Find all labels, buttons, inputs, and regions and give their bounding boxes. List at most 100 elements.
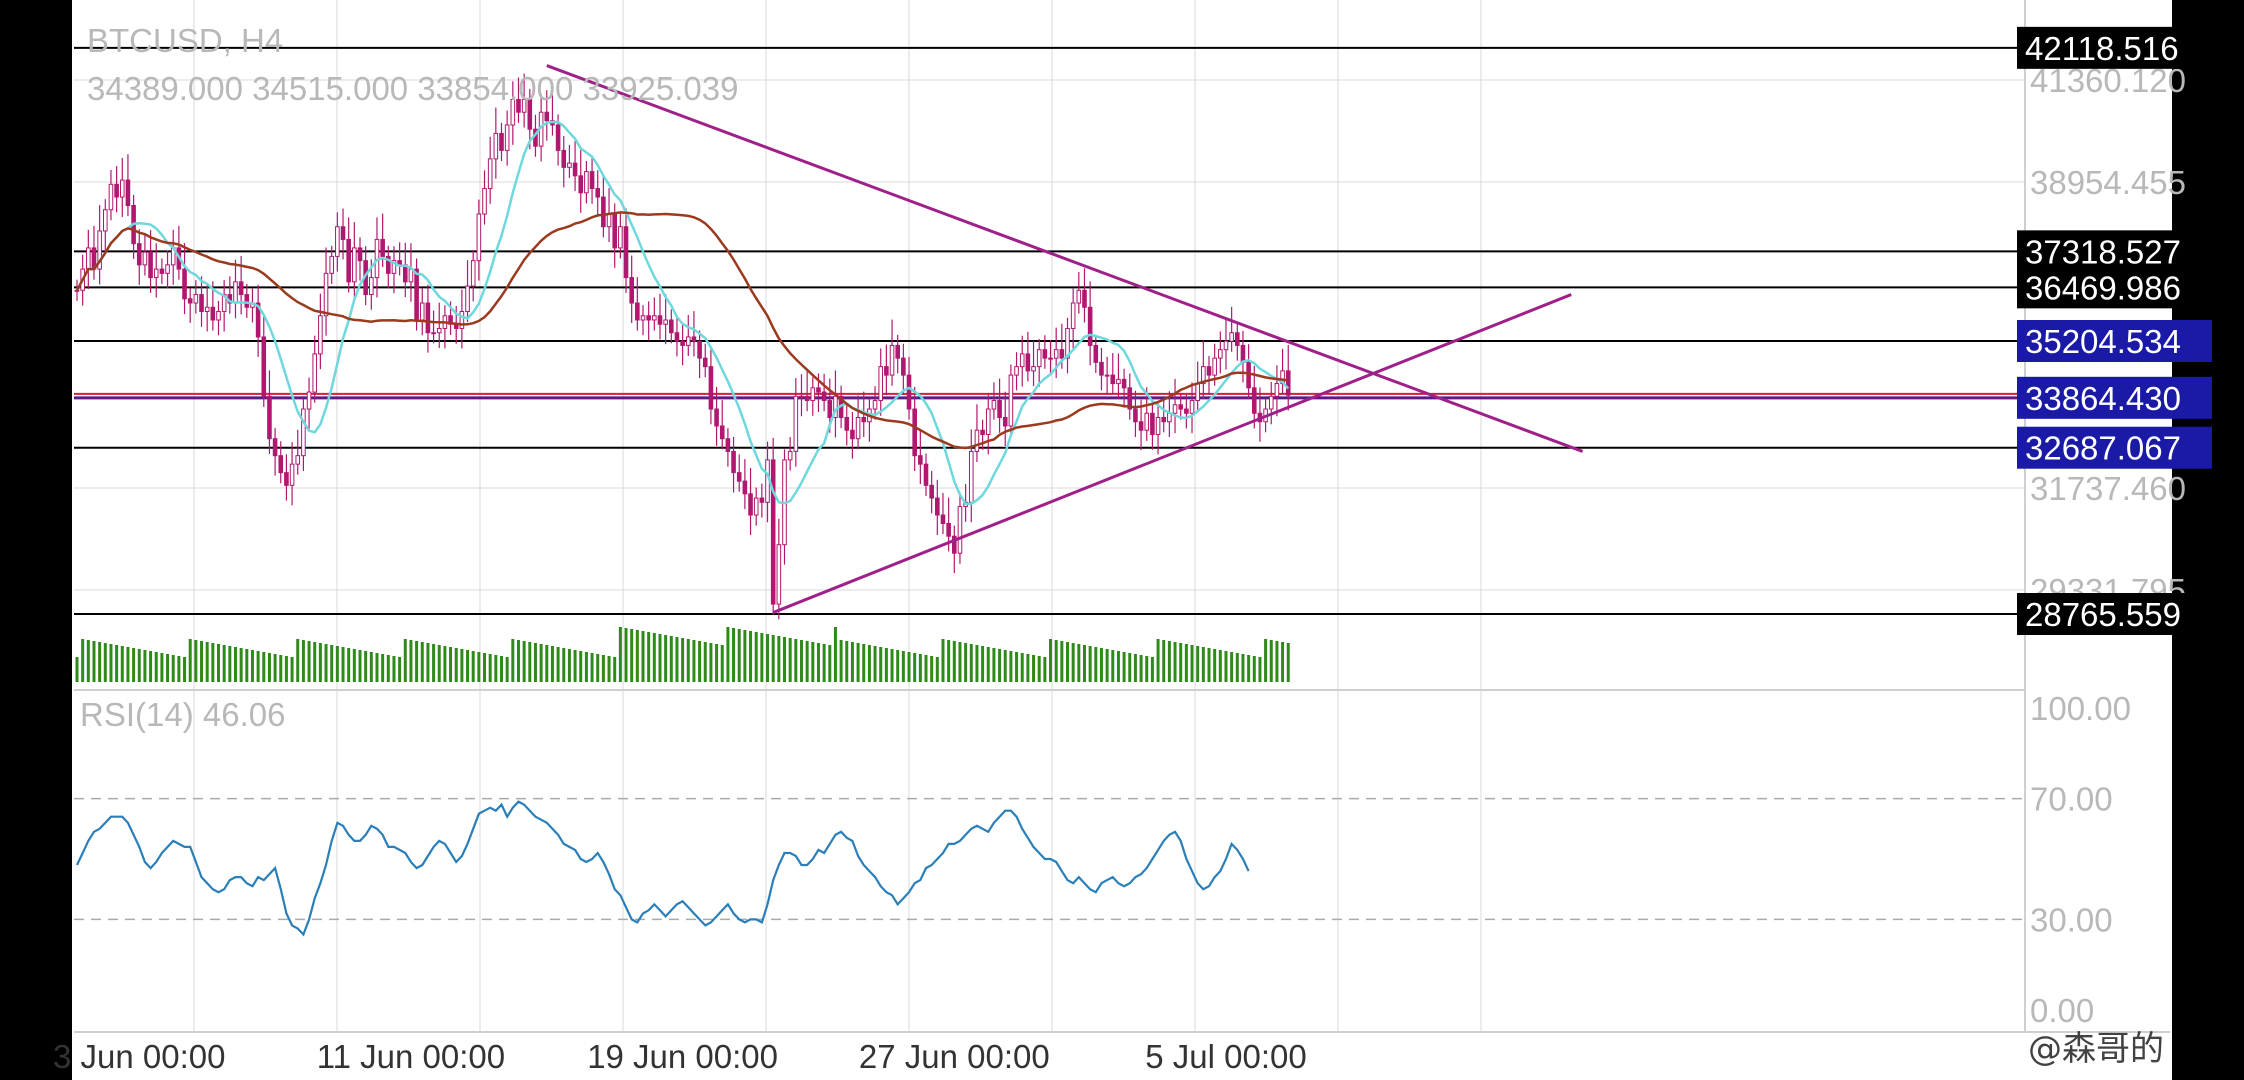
rsi-panel: 100.00 70.00 30.00 0.00 bbox=[74, 690, 2131, 1029]
candle-body bbox=[584, 171, 589, 194]
volume-bar bbox=[1201, 647, 1205, 682]
price-label: 36469.986 bbox=[2025, 269, 2181, 306]
candle-body bbox=[1172, 404, 1178, 414]
candle-body bbox=[153, 268, 159, 279]
candle-body bbox=[1138, 421, 1144, 431]
trendlines[interactable] bbox=[546, 64, 1584, 614]
candle-body bbox=[1053, 349, 1059, 359]
volume-bar bbox=[432, 644, 436, 682]
candle-body bbox=[731, 450, 736, 474]
candle-body bbox=[318, 315, 323, 355]
volume-bar bbox=[437, 645, 441, 682]
volume-bar bbox=[890, 649, 894, 682]
volume-bar bbox=[120, 646, 124, 682]
volume-bar bbox=[647, 632, 651, 682]
volume-bar bbox=[1258, 657, 1262, 682]
volume-bar bbox=[1196, 646, 1200, 682]
candle-body bbox=[233, 281, 238, 304]
volume-bar bbox=[669, 636, 673, 682]
volume-bar bbox=[924, 655, 928, 682]
candle-body bbox=[380, 238, 385, 257]
volume-bar bbox=[137, 649, 141, 682]
candle-body bbox=[1019, 353, 1025, 368]
candle-body bbox=[601, 196, 606, 228]
candle-body bbox=[663, 319, 668, 325]
volume-bar bbox=[290, 657, 294, 682]
candle-body bbox=[923, 463, 929, 486]
volume-bar bbox=[415, 641, 419, 682]
candle-body bbox=[957, 506, 963, 554]
volume-bar bbox=[641, 631, 645, 682]
trendline[interactable] bbox=[772, 293, 1572, 614]
x-tick-label: 3 Jun 00:00 bbox=[53, 1038, 225, 1075]
volume-bar bbox=[1139, 655, 1143, 682]
candle-body bbox=[980, 429, 985, 435]
candle-body bbox=[595, 188, 601, 198]
price-label: 28765.559 bbox=[2025, 596, 2181, 633]
trendline[interactable] bbox=[546, 64, 1584, 453]
volume-bar bbox=[460, 649, 464, 682]
chart-title: BTCUSD, H4 bbox=[87, 22, 283, 59]
candle-body bbox=[244, 294, 250, 308]
volume-bar bbox=[98, 642, 102, 682]
candle-body bbox=[352, 247, 357, 283]
candle-body bbox=[1099, 361, 1104, 376]
candle-body bbox=[1206, 366, 1212, 376]
ma-fast-line bbox=[75, 120, 1290, 506]
volume-bar bbox=[171, 655, 175, 682]
volume-bar bbox=[1241, 654, 1245, 682]
volume-bar bbox=[799, 640, 803, 682]
volume-bar bbox=[1173, 642, 1177, 682]
price-label: 37318.527 bbox=[2025, 233, 2181, 270]
volume-bar bbox=[867, 645, 871, 682]
candle-body bbox=[1116, 378, 1121, 385]
volume-bar bbox=[975, 645, 979, 682]
candle-body bbox=[708, 366, 714, 410]
volume-bar bbox=[811, 642, 815, 682]
volume-bars bbox=[75, 627, 1290, 682]
candle-body bbox=[272, 438, 278, 457]
candle-body bbox=[1195, 383, 1200, 402]
candle-body bbox=[606, 213, 612, 228]
candle-body bbox=[968, 450, 974, 503]
candle-body bbox=[804, 395, 810, 402]
volume-bar bbox=[1111, 650, 1115, 682]
volume-bar bbox=[483, 653, 487, 682]
candle-body bbox=[889, 344, 895, 376]
candle-body bbox=[776, 544, 782, 605]
y-tick-label: 38954.455 bbox=[2030, 164, 2186, 201]
volume-bar bbox=[1049, 639, 1053, 682]
candle-body bbox=[289, 463, 295, 486]
candle-body bbox=[912, 408, 917, 457]
candle-body bbox=[1025, 353, 1031, 372]
candle-body bbox=[714, 408, 719, 427]
candle-body bbox=[487, 158, 493, 190]
volume-bar bbox=[488, 654, 492, 682]
volume-bar bbox=[307, 641, 311, 682]
candle-body bbox=[1212, 357, 1217, 376]
volume-bar bbox=[1077, 644, 1081, 682]
volume-bar bbox=[375, 653, 379, 682]
candle-body bbox=[1240, 344, 1246, 363]
volume-bar bbox=[103, 643, 107, 682]
candle-body bbox=[567, 162, 572, 168]
candle-body bbox=[1042, 349, 1048, 359]
volume-bar bbox=[783, 637, 786, 682]
candle-body bbox=[323, 272, 329, 317]
chart-grid bbox=[74, 0, 2170, 1033]
volume-bar bbox=[998, 649, 1002, 682]
volume-bar bbox=[1190, 645, 1194, 682]
volume-bar bbox=[596, 654, 600, 682]
volume-bar bbox=[1043, 657, 1047, 682]
candle-body bbox=[335, 226, 340, 257]
candle-body bbox=[918, 455, 923, 465]
volume-bar bbox=[494, 655, 498, 682]
volume-bar bbox=[132, 648, 136, 682]
volume-bar bbox=[833, 627, 837, 682]
volume-bar bbox=[618, 627, 622, 682]
volume-bar bbox=[726, 627, 730, 682]
volume-bar bbox=[743, 630, 747, 682]
candle-body bbox=[521, 99, 527, 113]
volume-bar bbox=[1264, 639, 1268, 682]
